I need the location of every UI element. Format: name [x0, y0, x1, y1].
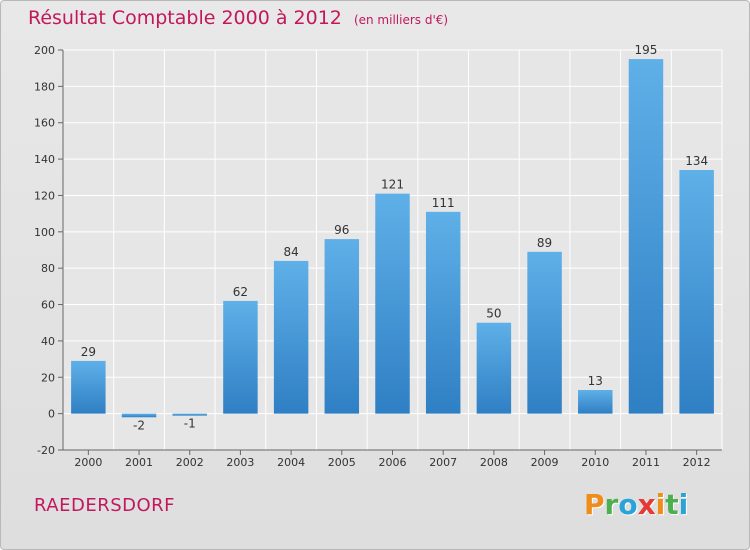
y-tick-label: 0	[48, 408, 55, 421]
proxiti-logo[interactable]: Proxiti	[584, 488, 688, 521]
bar-2005[interactable]	[324, 239, 360, 414]
x-tick-label: 2000	[74, 456, 102, 469]
y-tick-label: 40	[41, 335, 55, 348]
y-tick-label: -20	[37, 444, 55, 457]
data-label-2002: -1	[184, 417, 196, 431]
bar-2004[interactable]	[273, 260, 309, 414]
x-tick-label: 2006	[379, 456, 407, 469]
data-label-2007: 111	[432, 196, 455, 210]
y-tick-label: 200	[34, 44, 55, 57]
data-label-2012: 134	[685, 154, 708, 168]
y-tick-label: 160	[34, 117, 55, 130]
y-tick-label: 120	[34, 189, 55, 202]
x-tick-label: 2011	[632, 456, 660, 469]
chart-title-text: Résultat Comptable 2000 à 2012	[28, 7, 342, 29]
x-tick-label: 2001	[125, 456, 153, 469]
data-label-2006: 121	[381, 178, 404, 192]
chart-title: Résultat Comptable 2000 à 2012 (en milli…	[28, 7, 448, 29]
x-tick-label: 2008	[480, 456, 508, 469]
data-label-2000: 29	[81, 345, 96, 359]
data-label-2008: 50	[486, 307, 501, 321]
bar-2008[interactable]	[476, 322, 512, 414]
bar-2009[interactable]	[527, 251, 562, 414]
y-tick-label: 140	[34, 153, 55, 166]
y-tick-label: 100	[34, 226, 55, 239]
commune-name: RAEDERSDORF	[34, 495, 176, 516]
axes: -20 0 20 40 60 80 100 120 140 160 180 200 2000 2001 20…	[34, 44, 722, 469]
logo-letter: o	[618, 488, 638, 521]
bars	[71, 59, 714, 418]
data-label-2004: 84	[283, 245, 298, 259]
bar-2001[interactable]	[121, 413, 157, 418]
x-tick-label: 2004	[277, 456, 305, 469]
bar-2012[interactable]	[679, 170, 714, 414]
logo-letter: i	[678, 488, 689, 521]
chart-subtitle: (en milliers d'€)	[353, 13, 449, 27]
logo-letter: r	[604, 488, 619, 521]
y-tick-label: 20	[41, 371, 55, 384]
x-tick-label: 2010	[581, 456, 609, 469]
x-tick-label: 2003	[226, 456, 254, 469]
logo-letter: t	[665, 488, 679, 521]
data-label-2009: 89	[537, 236, 552, 250]
x-tick-label: 2002	[176, 456, 204, 469]
y-tick-label: 180	[34, 80, 55, 93]
bar-2010[interactable]	[578, 390, 613, 414]
x-tick-label: 2009	[531, 456, 559, 469]
y-tick-label: 60	[41, 299, 55, 312]
bar-2000[interactable]	[71, 360, 106, 414]
data-label-2001: -2	[133, 418, 145, 432]
logo-letter: x	[637, 488, 656, 521]
data-label-2003: 62	[233, 285, 248, 299]
x-tick-label: 2005	[328, 456, 356, 469]
bar-2003[interactable]	[223, 300, 258, 414]
data-label-2005: 96	[334, 223, 349, 237]
y-tick-label: 80	[41, 262, 55, 275]
x-tick-label: 2012	[683, 456, 711, 469]
bar-2006[interactable]	[375, 193, 410, 414]
logo-letter: i	[655, 488, 666, 521]
data-label-2010: 13	[588, 374, 603, 388]
bar-2007[interactable]	[425, 211, 461, 414]
x-tick-label: 2007	[429, 456, 457, 469]
data-label-2011: 195	[635, 43, 658, 57]
bar-2011[interactable]	[628, 59, 664, 414]
logo-letter: P	[584, 488, 605, 521]
data-labels: 29 -2 -1 62 84 96 121 111 50 89 13 195 134	[81, 43, 708, 432]
bar-2002[interactable]	[172, 413, 207, 416]
